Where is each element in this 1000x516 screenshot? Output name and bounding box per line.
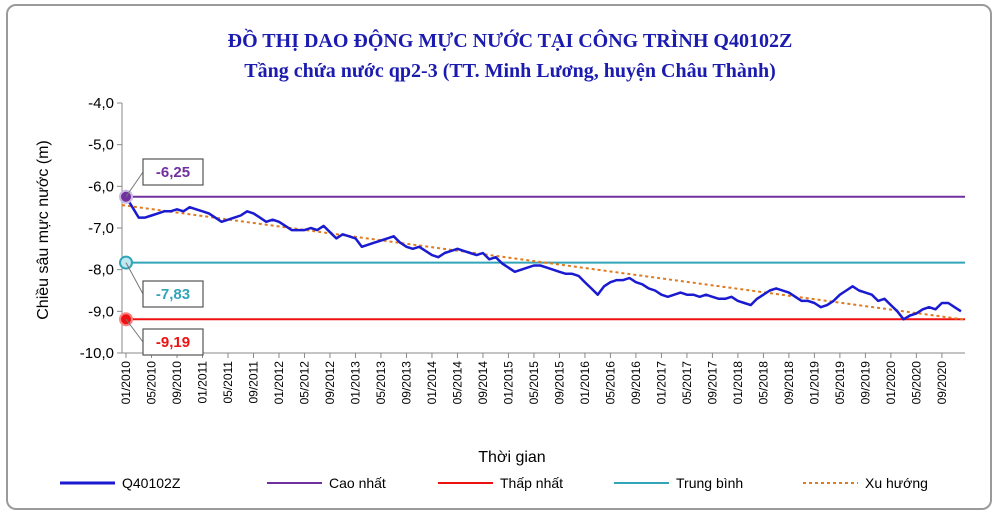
x-tick-label: 05/2016 bbox=[603, 361, 617, 405]
max-callout-label: -6,25 bbox=[156, 164, 190, 181]
x-tick-label: 09/2015 bbox=[552, 361, 566, 405]
x-tick-label: 05/2012 bbox=[297, 361, 311, 405]
x-tick-label: 01/2019 bbox=[807, 361, 821, 405]
x-axis-title: Thời gian bbox=[478, 449, 545, 466]
x-tick-label: 01/2012 bbox=[272, 361, 286, 405]
x-tick-label: 09/2013 bbox=[399, 361, 413, 405]
x-tick-label: 01/2020 bbox=[884, 361, 898, 405]
chart-subtitle: Tầng chứa nước qp2-3 (TT. Minh Lương, hu… bbox=[244, 60, 775, 82]
legend-trend-label: Xu hướng bbox=[865, 475, 928, 491]
legend-min-label: Thấp nhất bbox=[500, 475, 563, 491]
y-tick-label: -4,0 bbox=[88, 95, 114, 112]
min-callout-leader bbox=[125, 318, 144, 343]
x-tick-label: 01/2017 bbox=[654, 361, 668, 405]
x-tick-label: 09/2017 bbox=[705, 361, 719, 405]
x-tick-label: 01/2013 bbox=[348, 361, 362, 405]
min-callout-box bbox=[142, 328, 204, 356]
x-tick-label: 05/2011 bbox=[221, 361, 235, 404]
x-tick-label: 01/2010 bbox=[119, 361, 133, 405]
x-tick-label: 05/2019 bbox=[833, 361, 847, 405]
legend: Q40102Z Cao nhất Thấp nhất Trung bình Xu hướ… bbox=[60, 475, 928, 491]
x-tick-label: 05/2020 bbox=[909, 361, 923, 405]
x-tick-label: 05/2015 bbox=[527, 361, 541, 405]
x-tick-label: 09/2016 bbox=[629, 361, 643, 405]
x-tick-label: 05/2010 bbox=[144, 361, 158, 405]
y-tick-label: -8,0 bbox=[88, 262, 114, 279]
y-tick-label: -7,0 bbox=[88, 220, 114, 237]
x-tick-label: 05/2013 bbox=[374, 361, 388, 405]
max-callout-leader bbox=[125, 171, 144, 198]
trend-line bbox=[121, 204, 966, 321]
x-tick-label: 09/2020 bbox=[935, 361, 949, 405]
y-axis-title: Chiều sâu mực nước (m) bbox=[35, 140, 52, 320]
y-tick-label: -10,0 bbox=[80, 345, 114, 362]
legend-average-label: Trung bình bbox=[676, 475, 743, 491]
x-tick-label: 09/2011 bbox=[246, 361, 260, 404]
average-callout-leader bbox=[125, 262, 144, 295]
plot-area: -4,0 -5,0 -6,0 -7,0 -8,0 -9,0 -10,0 01/2010 05/2… bbox=[80, 95, 966, 405]
x-tick-label: 09/2014 bbox=[476, 361, 490, 405]
x-tick-label: 01/2016 bbox=[578, 361, 592, 405]
x-tick-label: 01/2014 bbox=[425, 361, 439, 405]
x-tick-label: 05/2018 bbox=[756, 361, 770, 405]
y-tick-label: -5,0 bbox=[88, 137, 114, 154]
max-callout-box bbox=[142, 158, 204, 186]
x-tick-label: 09/2012 bbox=[323, 361, 337, 405]
legend-q40102z-label: Q40102Z bbox=[122, 475, 181, 491]
y-tick-label: -6,0 bbox=[88, 178, 114, 195]
x-tick-label: 01/2015 bbox=[501, 361, 515, 405]
y-tick-label: -9,0 bbox=[88, 303, 114, 320]
x-tick-label: 01/2018 bbox=[731, 361, 745, 405]
x-tick-label: 05/2014 bbox=[450, 361, 464, 405]
min-callout-label: -9,19 bbox=[156, 334, 190, 351]
x-tick-label: 09/2010 bbox=[170, 361, 184, 405]
series-line-q40102z bbox=[124, 196, 962, 321]
average-callout-box bbox=[142, 280, 204, 308]
legend-max-label: Cao nhất bbox=[329, 475, 386, 491]
x-tick-label: 09/2018 bbox=[782, 361, 796, 405]
x-tick-label: 05/2017 bbox=[680, 361, 694, 405]
chart-title: ĐỒ THỊ DAO ĐỘNG MỰC NƯỚC TẠI CÔNG TRÌNH … bbox=[228, 28, 793, 52]
average-callout-label: -7,83 bbox=[156, 286, 190, 303]
x-tick-label: 01/2011 bbox=[195, 361, 209, 404]
x-tick-label: 09/2019 bbox=[858, 361, 872, 405]
